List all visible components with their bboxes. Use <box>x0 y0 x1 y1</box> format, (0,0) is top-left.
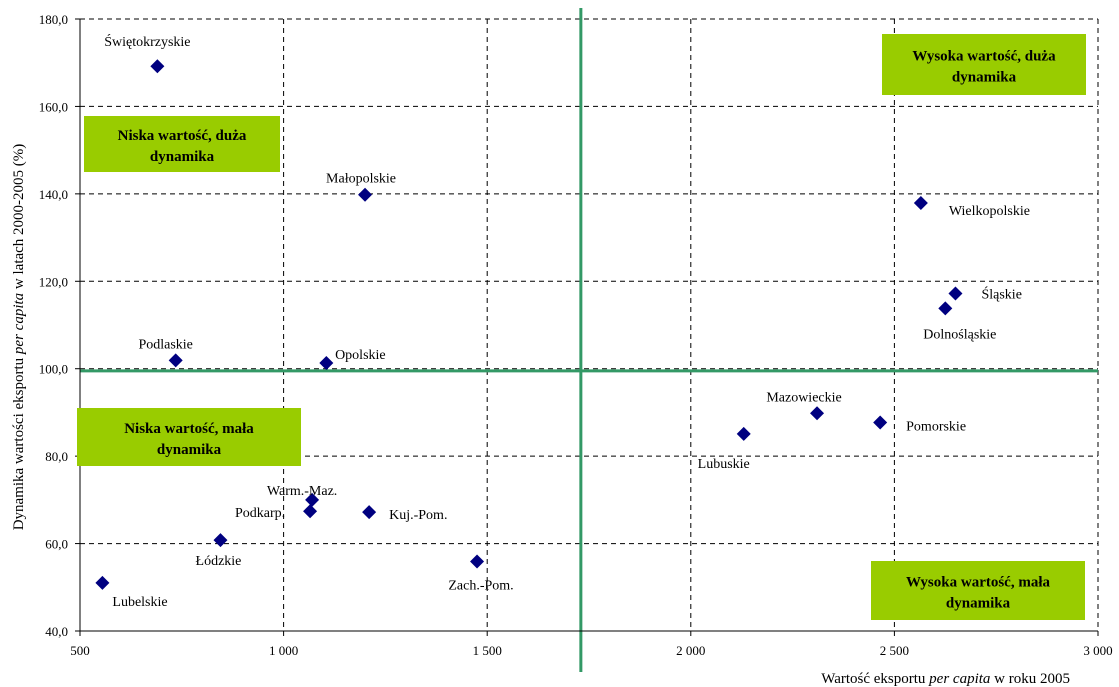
data-points <box>95 59 963 590</box>
point-dolnoslaskie <box>938 301 953 316</box>
y-tick-label: 80,0 <box>45 449 68 464</box>
quadrant-box <box>882 34 1086 95</box>
y-tick-label: 100,0 <box>39 362 68 377</box>
point-lodzkie <box>213 533 228 548</box>
y-axis-title: Dynamika wartości eksportu per capita w … <box>11 144 27 531</box>
x-axis-title-before: Wartość eksportu <box>821 671 929 687</box>
y-axis-title-after: w latach 2000-2005 (%) <box>11 144 27 293</box>
y-tick-label: 60,0 <box>45 537 68 552</box>
y-tick-labels: 40,0 60,0 80,0 100,0 120,0 140,0 160,0 180,0 <box>39 12 68 639</box>
label-dolnoslaskie: Dolnośląskie <box>923 327 996 342</box>
quadrant-box <box>77 408 301 466</box>
x-axis-title-after: w roku 2005 <box>990 671 1070 687</box>
label-opolskie: Opolskie <box>335 348 386 363</box>
label-mazowieckie: Mazowieckie <box>766 390 841 405</box>
point-malopolskie <box>358 187 373 202</box>
y-axis-title-before: Dynamika wartości eksportu <box>11 354 27 530</box>
quadrant-box <box>84 116 280 172</box>
quadrant-label-line2: dynamika <box>150 149 215 165</box>
y-tick-label: 40,0 <box>45 624 68 639</box>
label-wielkopolskie: Wielkopolskie <box>949 204 1030 219</box>
quadrant-high-value-low-growth: Wysoka wartość, mała dynamika <box>871 561 1085 620</box>
point-lubuskie <box>736 426 751 441</box>
x-axis-title-italic: per capita <box>928 671 990 687</box>
x-tick-label: 1 500 <box>473 643 502 658</box>
quadrant-dividers <box>80 8 1098 672</box>
quadrant-low-value-high-growth: Niska wartość, duża dynamika <box>84 116 280 172</box>
quadrant-label-line2: dynamika <box>157 442 222 458</box>
point-labels: Świętokrzyskie Małopolskie Podlaskie Opolsk… <box>104 33 1030 610</box>
quadrant-label-line2: dynamika <box>946 596 1011 612</box>
label-lubuskie: Lubuskie <box>698 457 750 472</box>
x-tick-labels: 500 1 000 1 500 2 000 2 500 3 000 <box>70 643 1112 658</box>
axes <box>75 18 1099 636</box>
quadrant-low-value-low-growth: Niska wartość, mała dynamika <box>77 408 301 466</box>
quadrant-label-line1: Wysoka wartość, duża <box>912 49 1056 65</box>
point-zach-pom <box>470 554 485 569</box>
point-pomorskie <box>873 415 888 430</box>
x-tick-label: 3 000 <box>1083 643 1112 658</box>
quadrant-label-line1: Niska wartość, mała <box>124 421 254 437</box>
quadrant-label-line1: Niska wartość, duża <box>118 128 247 144</box>
label-slaskie: Śląskie <box>981 286 1021 303</box>
y-tick-label: 180,0 <box>39 12 68 27</box>
x-tick-label: 2 000 <box>676 643 705 658</box>
point-lubelskie <box>95 575 110 590</box>
point-warm-maz <box>305 492 320 507</box>
y-tick-label: 160,0 <box>39 99 68 114</box>
y-axis-title-italic: per capita <box>11 293 27 355</box>
y-tick-label: 140,0 <box>39 187 68 202</box>
y-tick-label: 120,0 <box>39 274 68 289</box>
label-podkarp: Podkarp. <box>235 506 285 521</box>
point-slaskie <box>948 286 963 301</box>
x-tick-label: 500 <box>70 643 90 658</box>
x-tick-label: 2 500 <box>880 643 909 658</box>
quadrant-high-value-high-growth: Wysoka wartość, duża dynamika <box>882 34 1086 95</box>
label-kuj-pom: Kuj.-Pom. <box>389 508 447 523</box>
point-opolskie <box>319 356 334 371</box>
label-lubelskie: Lubelskie <box>112 595 167 610</box>
quadrant-box <box>871 561 1085 620</box>
point-podlaskie <box>168 353 183 368</box>
point-wielkopolskie <box>913 196 928 211</box>
quadrant-label-line2: dynamika <box>952 70 1017 86</box>
point-podkarp <box>303 504 318 519</box>
label-lodzkie: Łódzkie <box>196 554 242 569</box>
label-swietokrzyskie: Świętokrzyskie <box>104 33 190 50</box>
gridlines <box>80 18 1099 631</box>
label-malopolskie: Małopolskie <box>326 172 396 187</box>
quadrant-label-line1: Wysoka wartość, mała <box>906 575 1051 591</box>
label-zach-pom: Zach.-Pom. <box>448 578 513 593</box>
x-tick-label: 1 000 <box>269 643 298 658</box>
x-axis-title: Wartość eksportu per capita w roku 2005 <box>821 671 1070 687</box>
point-kuj-pom <box>362 505 377 520</box>
label-warm-maz: Warm.-Maz. <box>267 484 337 499</box>
point-mazowieckie <box>810 406 825 421</box>
label-pomorskie: Pomorskie <box>906 419 966 434</box>
point-swietokrzyskie <box>150 59 165 74</box>
label-podlaskie: Podlaskie <box>138 337 192 352</box>
